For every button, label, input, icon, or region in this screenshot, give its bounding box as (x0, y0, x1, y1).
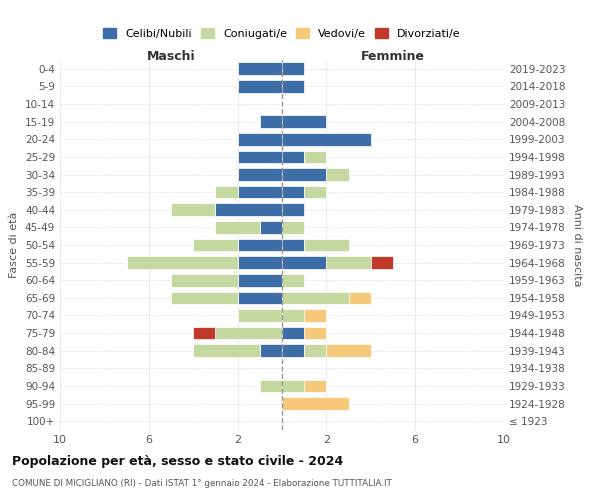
Y-axis label: Anni di nascita: Anni di nascita (572, 204, 582, 286)
Bar (171, 274, 238, 286)
Bar (282, 397, 349, 410)
Bar (238, 238, 282, 252)
Bar (127, 256, 238, 269)
Bar (260, 380, 282, 392)
Bar (304, 238, 349, 252)
Bar (260, 116, 282, 128)
Bar (238, 186, 282, 198)
Bar (238, 168, 282, 181)
Text: COMUNE DI MICIGLIANO (RI) - Dati ISTAT 1° gennaio 2024 - Elaborazione TUTTITALIA: COMUNE DI MICIGLIANO (RI) - Dati ISTAT 1… (12, 479, 392, 488)
Bar (282, 204, 304, 216)
Bar (282, 344, 304, 357)
Y-axis label: Fasce di età: Fasce di età (10, 212, 19, 278)
Text: Popolazione per età, sesso e stato civile - 2024: Popolazione per età, sesso e stato civil… (12, 455, 343, 468)
Bar (282, 327, 304, 340)
Bar (304, 186, 326, 198)
Bar (171, 204, 215, 216)
Bar (215, 221, 260, 234)
Bar (282, 238, 304, 252)
Bar (282, 292, 349, 304)
Bar (304, 309, 326, 322)
Bar (304, 380, 326, 392)
Bar (282, 221, 304, 234)
Bar (193, 344, 260, 357)
Text: Femmine: Femmine (361, 50, 425, 63)
Bar (215, 327, 282, 340)
Bar (304, 150, 326, 163)
Bar (326, 256, 371, 269)
Bar (238, 292, 282, 304)
Bar (304, 327, 326, 340)
Legend: Celibi/Nubili, Coniugati/e, Vedovi/e, Divorziati/e: Celibi/Nubili, Coniugati/e, Vedovi/e, Di… (100, 25, 464, 42)
Bar (238, 133, 282, 145)
Bar (238, 62, 282, 75)
Bar (238, 256, 282, 269)
Bar (282, 256, 326, 269)
Bar (282, 80, 304, 93)
Bar (349, 292, 371, 304)
Bar (282, 380, 304, 392)
Bar (238, 309, 282, 322)
Bar (282, 116, 326, 128)
Bar (238, 274, 282, 286)
Bar (371, 256, 393, 269)
Bar (282, 186, 304, 198)
Bar (282, 168, 326, 181)
Bar (193, 327, 215, 340)
Text: Maschi: Maschi (146, 50, 196, 63)
Bar (215, 204, 282, 216)
Bar (326, 168, 349, 181)
Bar (282, 309, 304, 322)
Bar (238, 80, 282, 93)
Bar (282, 62, 304, 75)
Bar (282, 133, 371, 145)
Bar (215, 186, 238, 198)
Bar (193, 238, 238, 252)
Bar (282, 150, 304, 163)
Bar (304, 344, 326, 357)
Bar (260, 221, 282, 234)
Bar (238, 150, 282, 163)
Bar (326, 344, 371, 357)
Bar (260, 344, 282, 357)
Bar (282, 274, 304, 286)
Bar (171, 292, 238, 304)
